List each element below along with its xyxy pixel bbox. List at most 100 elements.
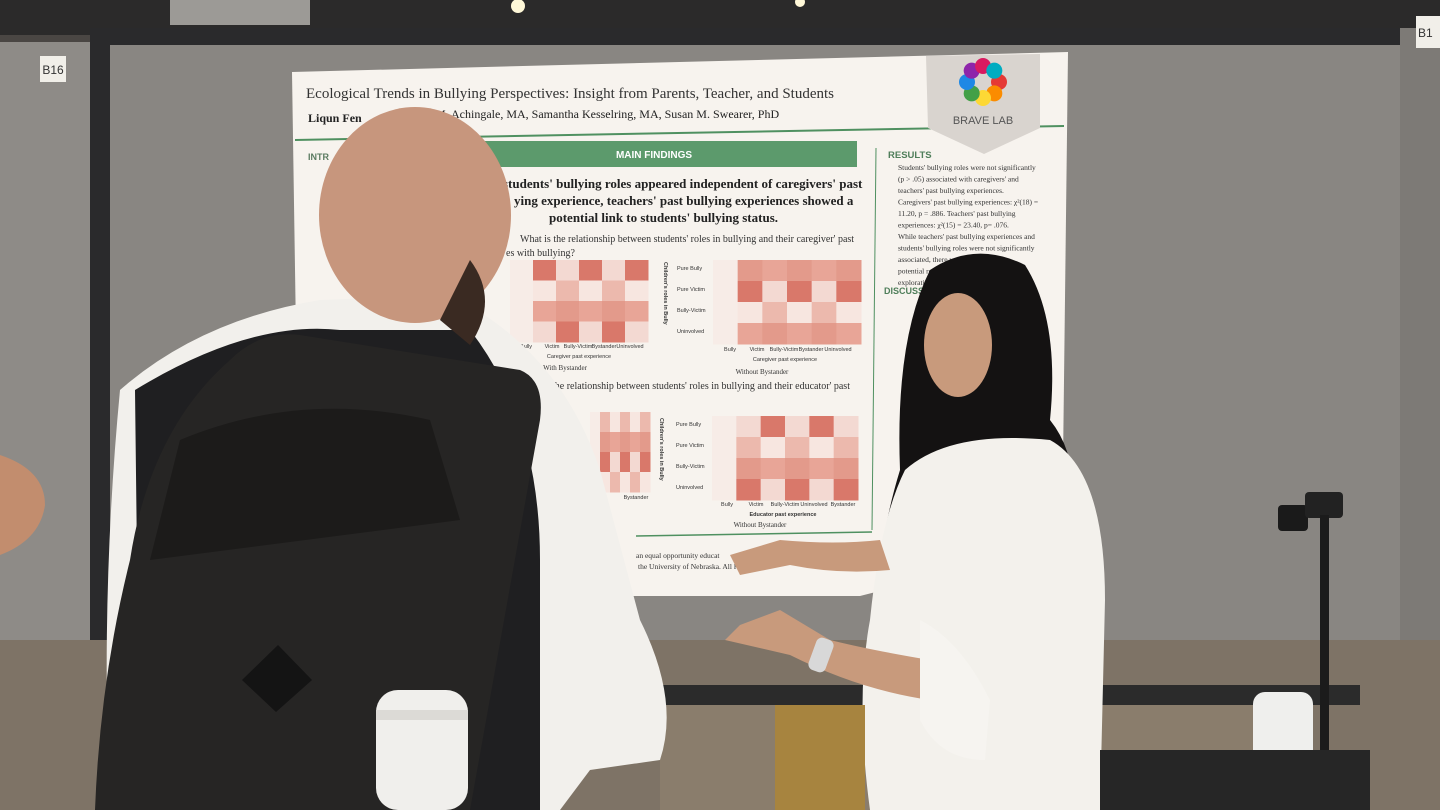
heatmap-cell	[762, 260, 788, 282]
heatmap	[510, 260, 649, 343]
heatmap-cell	[602, 280, 626, 302]
heatmap-cell	[533, 260, 557, 281]
heatmap-cell	[836, 281, 862, 303]
label: What is the relationship between student…	[520, 234, 854, 245]
y-label: Pure Bully	[676, 422, 701, 428]
x-label: Victim	[545, 344, 560, 350]
shape	[170, 0, 310, 25]
heatmap-cell	[737, 281, 763, 303]
shape: Pure Bully Pure Victim Bully-Victim Uninvol…	[676, 422, 705, 491]
heatmap-cell	[600, 432, 611, 453]
x-label: Uninvolved	[824, 347, 851, 353]
label: Caregiver past experience	[753, 357, 817, 363]
x-label: Victim	[750, 347, 765, 353]
heatmap-cell	[811, 323, 837, 345]
heatmap-cell	[737, 302, 763, 324]
x-label: Bully	[724, 347, 736, 353]
label: With Bystander	[543, 364, 588, 372]
label: students' bullying roles appeared indepe…	[503, 176, 863, 191]
heatmap-cell	[760, 437, 786, 459]
x-label: Bully-Victim	[770, 347, 799, 353]
heatmap-cell	[836, 323, 862, 345]
label: MAIN FINDINGS	[616, 150, 692, 161]
heatmap-cell	[785, 458, 810, 480]
heatmap-cell	[787, 281, 813, 303]
label: ying experience, teachers' past bullying…	[514, 193, 854, 208]
y-label: Pure Bully	[677, 266, 702, 272]
shape	[635, 531, 873, 537]
x-label: Bully-Victim	[564, 344, 593, 350]
y-label: Bully-Victim	[677, 308, 706, 314]
shape	[150, 408, 460, 560]
heatmap-cell	[600, 452, 611, 473]
heatmap-cell	[640, 412, 651, 433]
heatmap-cell	[602, 321, 626, 343]
heatmap-cell	[760, 416, 786, 438]
logo-icon	[959, 58, 1007, 106]
label: M, Achingale, MA, Samantha Kesselring, M…	[435, 107, 779, 121]
heatmap-cell	[811, 260, 837, 282]
heatmap-cell	[533, 301, 557, 322]
heatmap-cell	[713, 302, 739, 324]
heatmap-cell	[833, 437, 859, 459]
sleeve	[920, 620, 990, 760]
results-line: Caregivers' past bullying experiences: χ…	[898, 198, 1038, 207]
x-label: Bystander	[831, 502, 856, 508]
heatmap-cell	[833, 416, 859, 438]
heatmap-cell	[630, 432, 641, 453]
heatmap-cell	[630, 412, 641, 433]
results-line: students' bullying roles were not signif…	[898, 244, 1035, 253]
label: Bystander	[624, 495, 649, 501]
heatmap-cell	[610, 412, 621, 433]
shape	[90, 28, 1440, 48]
x-label: Bully	[721, 502, 733, 508]
heatmap-cell	[610, 452, 621, 473]
label: es with bullying?	[506, 248, 575, 259]
shape: Students' bullying roles were not signif…	[898, 163, 1038, 287]
heatmap	[712, 416, 859, 501]
x-label: Bystander	[592, 344, 617, 350]
heatmap-cell	[625, 301, 649, 322]
heatmap-cell	[602, 260, 626, 281]
results-line: (p > .05) associated with caregivers' an…	[898, 175, 1019, 184]
heatmap-cell	[620, 412, 631, 433]
label: B1	[1418, 26, 1433, 40]
heatmap-cell	[785, 416, 810, 438]
heatmap-cell	[556, 301, 580, 322]
heatmap-cell	[579, 260, 603, 281]
heatmap-cell	[579, 321, 603, 343]
heatmap-cell	[762, 281, 788, 303]
x-label: Uninvolved	[800, 502, 827, 508]
label: the relationship between students' roles…	[552, 381, 850, 392]
x-label: Bully	[520, 344, 532, 350]
heatmap-cell	[579, 301, 603, 322]
results-line: experiences: χ²(15) = 23.40, p= .076.	[898, 221, 1009, 230]
heatmap-cell	[510, 280, 534, 302]
heatmap-cell	[510, 321, 534, 343]
heatmap-cell	[712, 458, 737, 480]
shape	[376, 710, 468, 720]
heatmap-cell	[602, 301, 626, 322]
heatmap-cell	[833, 479, 859, 501]
heatmap-cell	[836, 302, 862, 324]
shape: Bully Victim Bully-Victim Uninvolved Bystand…	[721, 502, 856, 508]
shape	[242, 645, 312, 712]
results-line: teachers' past bullying experiences.	[898, 186, 1004, 195]
shape	[1416, 16, 1440, 48]
arm	[730, 540, 890, 575]
shape	[0, 455, 45, 555]
heatmap-cell	[811, 302, 837, 324]
label: Children's roles in Bully	[658, 418, 664, 482]
shape: Bully Victim Bully-Victim Bystander Uninvolv…	[724, 347, 852, 353]
shape	[440, 260, 485, 345]
shape	[775, 705, 865, 810]
heatmap-cell	[809, 458, 835, 480]
shape	[871, 147, 877, 531]
shape	[795, 0, 805, 7]
y-label: Uninvolved	[677, 329, 704, 335]
heatmap-cell	[713, 260, 739, 282]
heatmap-cell	[760, 458, 786, 480]
heatmap-cell	[787, 323, 813, 345]
shape: Bully Victim Bully-Victim Bystander Uninvolv…	[520, 344, 644, 350]
heatmap-cell	[556, 321, 580, 343]
